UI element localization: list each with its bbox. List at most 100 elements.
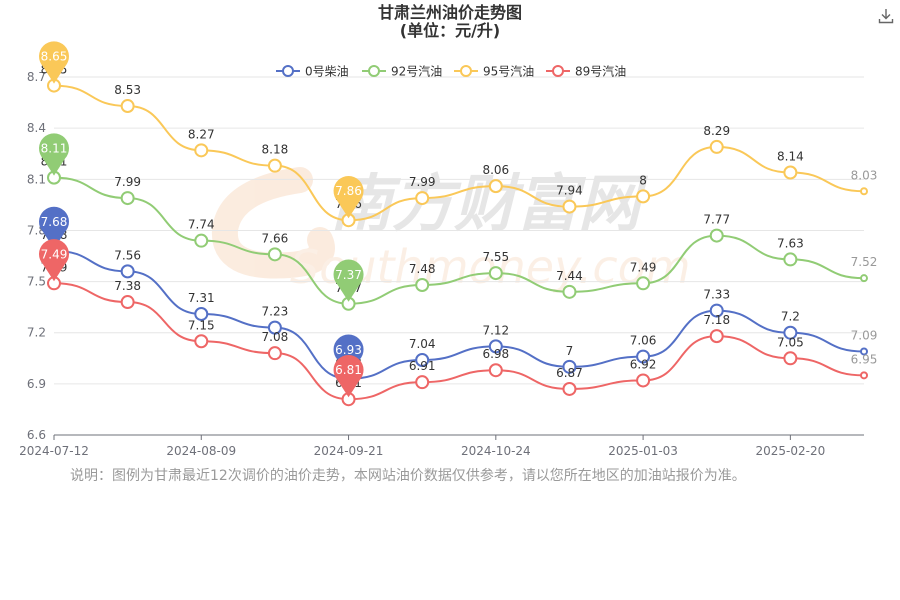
- legend-item[interactable]: 92号汽油: [362, 64, 442, 79]
- data-label: 7.08: [262, 330, 289, 344]
- series-line: [53, 84, 865, 222]
- data-point: [415, 353, 430, 367]
- data-point: [709, 303, 724, 318]
- data-label: 7.15: [188, 318, 215, 332]
- chart-title: 甘肃兰州油价走势图: [377, 3, 522, 22]
- legend-marker: [282, 65, 294, 77]
- series-line: [53, 176, 865, 305]
- series: 8.117.997.747.667.377.487.557.447.497.77…: [41, 155, 877, 311]
- x-tick-label: 2024-07-12: [19, 444, 89, 458]
- data-point: [783, 165, 798, 180]
- data-point: [194, 334, 209, 349]
- data-point: [860, 187, 868, 196]
- download-icon[interactable]: [877, 7, 895, 25]
- pin-label: 8.11: [41, 142, 68, 156]
- data-label: 6.91: [409, 359, 436, 373]
- pin-label: 6.93: [335, 343, 362, 357]
- pin-label: 7.49: [41, 247, 68, 261]
- data-point: [488, 339, 503, 354]
- data-label: 7.74: [188, 218, 215, 232]
- extreme-pin: 8.65: [39, 41, 69, 84]
- data-point: [709, 329, 724, 344]
- legend-item[interactable]: 95号汽油: [454, 64, 534, 79]
- pin-label: 8.65: [41, 50, 68, 64]
- data-point: [636, 189, 651, 204]
- data-label: 8.14: [777, 150, 804, 164]
- pin-label: 7.37: [335, 268, 362, 282]
- data-label: 8.18: [262, 143, 289, 157]
- x-tick-label: 2025-01-03: [608, 444, 678, 458]
- pin-shape: [39, 41, 69, 84]
- legend-marker: [552, 65, 564, 77]
- data-point: [562, 199, 577, 214]
- legend-label: 95号汽油: [483, 64, 534, 79]
- data-label: 6.98: [482, 347, 509, 361]
- data-point: [783, 325, 798, 340]
- pin-shape: [39, 133, 69, 176]
- extreme-pin: 8.11: [39, 133, 69, 176]
- data-label: 7.09: [851, 328, 878, 342]
- data-point: [267, 320, 282, 335]
- data-point: [860, 347, 868, 356]
- watermark-logo: [211, 167, 335, 279]
- pin-shape: [39, 239, 69, 282]
- data-point: [194, 233, 209, 248]
- y-tick-label: 6.6: [27, 428, 46, 442]
- data-label: 8.03: [851, 168, 878, 182]
- legend-label: 89号汽油: [575, 64, 626, 79]
- data-point: [709, 228, 724, 243]
- data-label: 7.33: [703, 288, 730, 302]
- data-point: [636, 349, 651, 364]
- data-label: 7.2: [781, 310, 800, 324]
- pin-label: 7.68: [41, 215, 68, 229]
- data-point: [415, 375, 430, 390]
- data-point: [120, 295, 135, 310]
- data-label: 8.29: [703, 124, 730, 138]
- pin-shape: [333, 355, 364, 398]
- data-point: [636, 373, 651, 388]
- data-point: [267, 158, 282, 173]
- data-label: 7.18: [703, 313, 730, 327]
- legend-label: 0号柴油: [305, 65, 349, 79]
- data-label: 6.95: [851, 352, 878, 366]
- data-label: 7.55: [482, 250, 509, 264]
- extreme-pin: 6.81: [333, 355, 364, 398]
- data-label: 7.04: [409, 337, 436, 351]
- pin-shape: [39, 206, 69, 249]
- data-label: 8.06: [482, 163, 509, 177]
- data-point: [120, 99, 135, 114]
- legend-item[interactable]: 89号汽油: [546, 64, 626, 79]
- data-point: [488, 363, 503, 378]
- data-point: [488, 179, 503, 194]
- data-label: 7.05: [777, 335, 804, 349]
- data-label: 8.53: [114, 83, 141, 97]
- data-point: [415, 278, 430, 292]
- pin-label: 6.81: [335, 363, 362, 377]
- data-label: 7.44: [556, 269, 583, 283]
- data-label: 7.99: [114, 175, 141, 189]
- legend-item[interactable]: 0号柴油: [276, 65, 349, 79]
- data-label: 7.99: [409, 175, 436, 189]
- x-tick-label: 2024-08-09: [166, 444, 236, 458]
- legend-marker: [460, 65, 472, 77]
- data-label: 7.12: [482, 323, 509, 337]
- data-label: 7.94: [556, 184, 583, 198]
- y-tick-label: 8.4: [27, 121, 46, 135]
- data-label: 7.56: [114, 248, 141, 262]
- x-tick-label: 2025-02-20: [755, 444, 825, 458]
- chart-subtitle: (单位：元/升): [399, 21, 501, 40]
- y-tick-label: 8.1: [27, 172, 46, 186]
- data-point: [120, 191, 135, 206]
- x-tick-label: 2024-09-21: [314, 444, 384, 458]
- y-tick-label: 7.5: [27, 275, 46, 289]
- extreme-pin: 7.68: [39, 206, 69, 249]
- data-label: 7.49: [630, 260, 657, 274]
- data-label: 7.63: [777, 236, 804, 250]
- data-point: [120, 264, 135, 279]
- data-point: [267, 346, 282, 361]
- legend-marker: [368, 65, 380, 77]
- pin-label: 7.86: [335, 184, 362, 198]
- data-point: [783, 351, 798, 366]
- footnote: 说明：图例为甘肃最近12次调价的油价走势，本网站油价数据仅供参考，请以您所在地区…: [70, 468, 746, 484]
